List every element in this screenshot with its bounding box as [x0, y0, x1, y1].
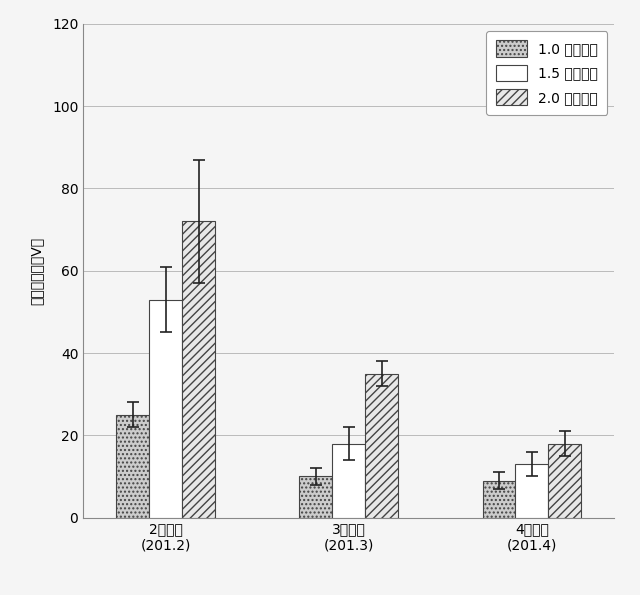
Legend: 1.0 フィート, 1.5 フィート, 2.0 フィート: 1.0 フィート, 1.5 フィート, 2.0 フィート: [486, 31, 607, 115]
Bar: [548, 444, 581, 518]
Bar: [182, 221, 215, 518]
Bar: [149, 299, 182, 518]
Bar: [332, 444, 365, 518]
Bar: [515, 464, 548, 518]
Bar: [483, 481, 515, 518]
Bar: [116, 415, 149, 518]
Y-axis label: 平均電圧値（V）: 平均電圧値（V）: [29, 237, 44, 305]
Bar: [365, 374, 398, 518]
Bar: [300, 477, 332, 518]
